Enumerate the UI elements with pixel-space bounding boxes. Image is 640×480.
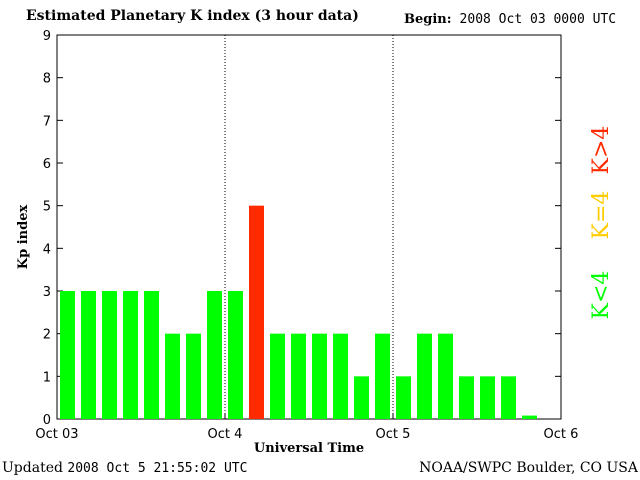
legend-entry: K>4 <box>589 126 614 175</box>
y-tick-label: 0 <box>43 413 51 428</box>
kp-bar <box>60 291 75 419</box>
x-tick-label: Oct 6 <box>544 427 579 442</box>
kp-bar <box>501 376 516 419</box>
y-tick-label: 2 <box>43 328 51 343</box>
kp-bar <box>375 333 390 419</box>
updated-label: Updated <box>2 460 63 476</box>
y-tick-label: 6 <box>43 157 51 172</box>
kp-bar <box>165 333 180 419</box>
kp-bar <box>480 376 495 419</box>
kp-bar <box>333 333 348 419</box>
y-axis-title: Kp index <box>16 205 31 270</box>
y-tick-label: 1 <box>43 370 51 385</box>
y-tick-label: 7 <box>43 114 51 129</box>
kp-bar <box>102 291 117 419</box>
kp-bar <box>249 205 264 419</box>
kp-bar <box>354 376 369 419</box>
x-axis-title: Universal Time <box>254 441 364 456</box>
kp-bar <box>396 376 411 419</box>
plot-frame <box>56 34 562 420</box>
updated-value: 2008 Oct 5 21:55:02 UTC <box>67 461 248 476</box>
kp-bar <box>81 291 96 419</box>
legend-entry: K<4 <box>589 271 614 320</box>
x-tick-label: Oct 03 <box>35 427 78 442</box>
kp-bar <box>123 291 138 419</box>
kp-bar <box>291 333 306 419</box>
y-tick-label: 8 <box>43 72 51 87</box>
kp-bar <box>459 376 474 419</box>
kp-bar <box>207 291 222 419</box>
kp-bar <box>270 333 285 419</box>
x-tick-label: Oct 5 <box>376 427 411 442</box>
organization-label: NOAA/SWPC Boulder, CO USA <box>419 460 638 476</box>
kp-bar <box>438 333 453 419</box>
updated-info: Updated 2008 Oct 5 21:55:02 UTC <box>2 460 247 476</box>
begin-label: Begin: <box>404 12 452 27</box>
begin-value: 2008 Oct 03 0000 UTC <box>459 12 617 27</box>
begin-info: Begin: 2008 Oct 03 0000 UTC <box>404 12 616 27</box>
chart-title: Estimated Planetary K index (3 hour data… <box>26 8 359 24</box>
kp-bar <box>144 291 159 419</box>
kp-bar <box>522 415 537 419</box>
y-tick-label: 3 <box>43 285 51 300</box>
kp-bar <box>228 291 243 419</box>
y-tick-label: 5 <box>43 200 51 215</box>
kp-bar <box>417 333 432 419</box>
y-tick-label: 4 <box>43 242 51 257</box>
y-tick-label: 9 <box>43 29 51 44</box>
kp-bar <box>312 333 327 419</box>
kp-bar <box>186 333 201 419</box>
legend-entry: K=4 <box>589 191 614 240</box>
x-tick-label: Oct 4 <box>208 427 243 442</box>
